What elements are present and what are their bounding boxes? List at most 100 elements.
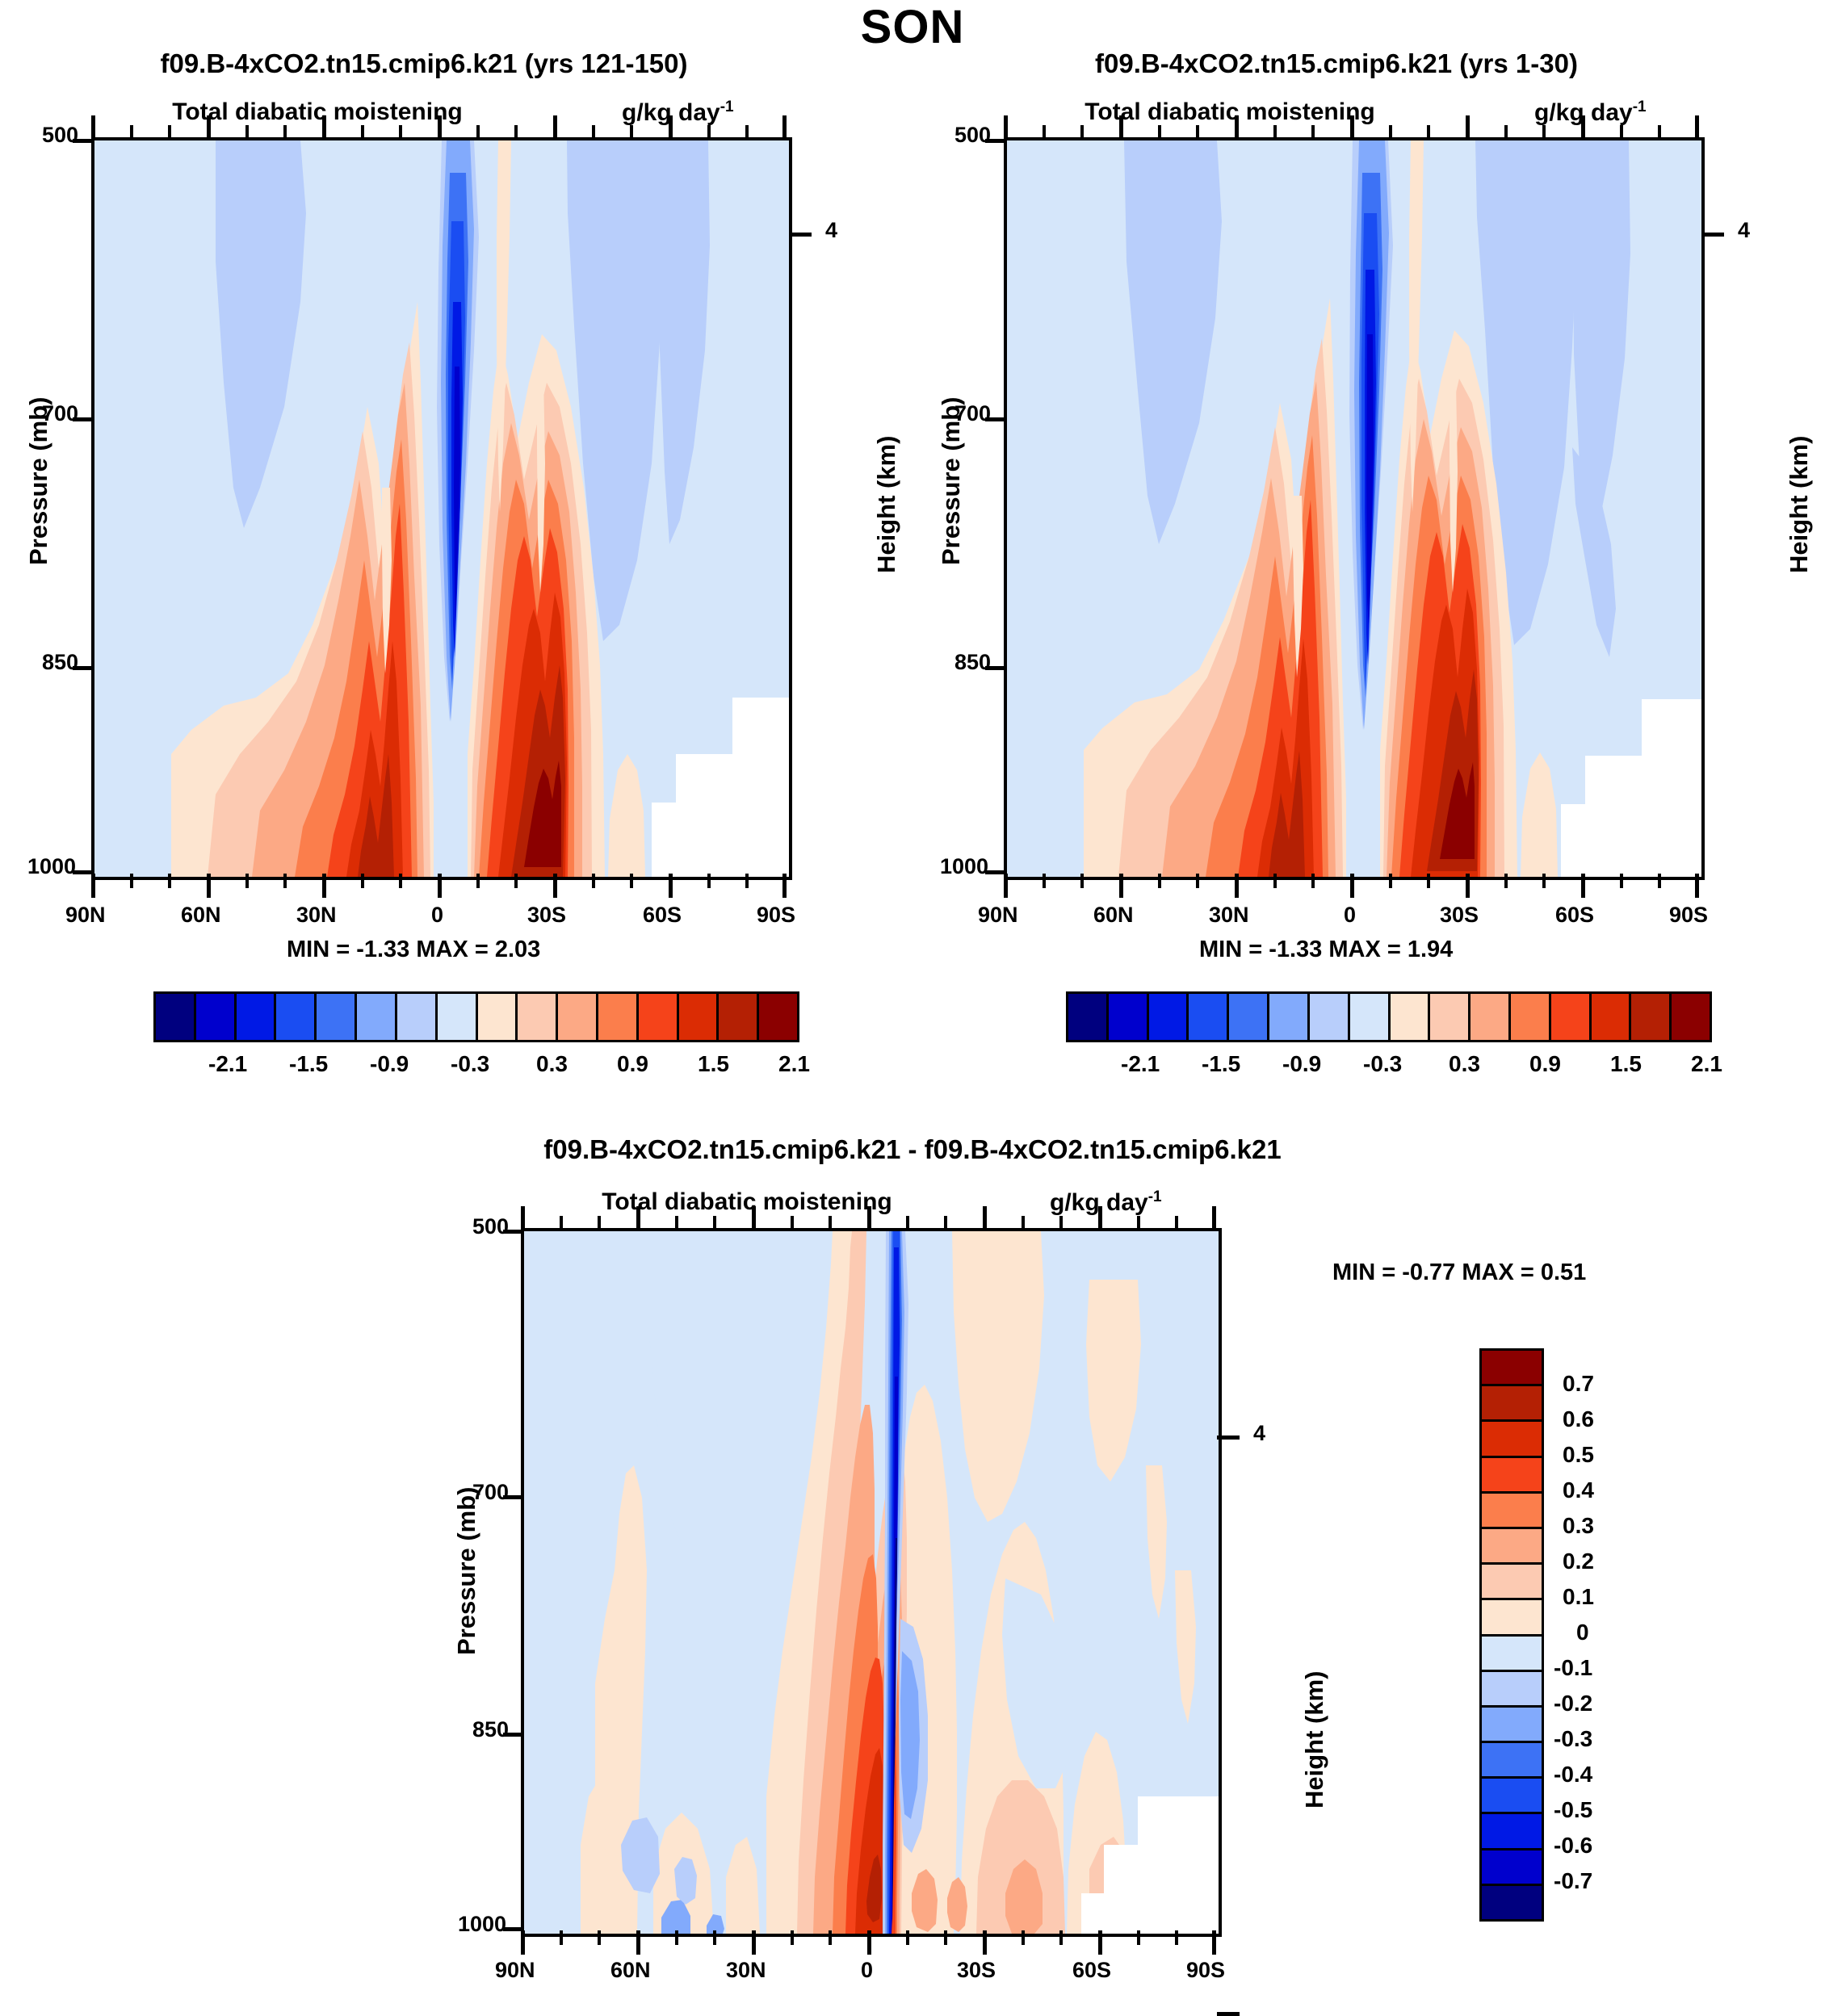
xtick-top-right-10 — [1350, 115, 1354, 137]
xtick-top-right-1 — [1004, 115, 1008, 137]
ytick-mark-500-bottom — [503, 1230, 526, 1234]
panel-top-right-ylabel-right: Height (km) — [1785, 435, 1813, 574]
vcbar-swatch-6 — [1482, 1565, 1542, 1601]
cbar-swatch-0 — [1068, 994, 1109, 1040]
xtick-top-right-12 — [1427, 125, 1430, 137]
xtick-mark-30S-left — [553, 874, 557, 898]
ytick-mark-700 — [73, 417, 97, 421]
cbar-label-top-right-1: -1.5 — [1202, 1051, 1241, 1076]
xtick-top-bottom-8 — [791, 1216, 794, 1228]
xtick-top-right-16 — [1581, 115, 1585, 137]
xtick-mark-60N-right — [1119, 874, 1123, 898]
cbar-swatch-13 — [678, 994, 720, 1040]
xtick-top-right-5 — [1158, 125, 1161, 137]
xtick-minor-left-6 — [399, 874, 402, 888]
cbar-swatch-10 — [1470, 994, 1511, 1040]
xtick-90S-right: 90S — [1669, 903, 1709, 927]
xtick-top-bottom-10 — [867, 1206, 871, 1228]
xtick-mark-0-left — [438, 874, 442, 898]
vcbar-label-3: 0.4 — [1563, 1477, 1594, 1503]
colorbar-top-left[interactable] — [153, 991, 799, 1042]
panel-top-right-plot[interactable] — [1004, 137, 1705, 880]
xtick-minor-left-12 — [745, 874, 749, 888]
cbar-label-top-left-3: -0.3 — [451, 1051, 490, 1076]
xtick-top-left-14 — [592, 125, 595, 137]
xtick-90S-left: 90S — [757, 903, 796, 927]
ytick-mark-850-bottom — [503, 1733, 526, 1737]
xtick-top-bottom-19 — [1212, 1206, 1216, 1228]
ytick-850-right: 850 — [954, 650, 992, 674]
cbar-swatch-12 — [1550, 994, 1592, 1040]
xtick-top-bottom-15 — [1059, 1216, 1063, 1228]
xtick-minor-bottom-4 — [713, 1930, 716, 1945]
colorbar-top-right[interactable] — [1066, 991, 1712, 1042]
vcbar-swatch-2 — [1482, 1422, 1542, 1458]
xtick-mark-30S-right — [1466, 874, 1470, 898]
cbar-swatch-6 — [1309, 994, 1350, 1040]
vcbar-swatch-9 — [1482, 1671, 1542, 1708]
xtick-top-left-6 — [283, 125, 287, 137]
xtick-minor-right-5 — [1273, 874, 1277, 888]
panel-bottom-plot[interactable] — [521, 1228, 1222, 1937]
panel-top-left-plot[interactable] — [91, 137, 792, 880]
xtick-minor-right-12 — [1658, 874, 1661, 888]
panel-top-left-units: g/kg day-1 — [622, 98, 734, 127]
vcbar-label-0: 0.7 — [1563, 1371, 1594, 1396]
vcbar-swatch-11 — [1482, 1743, 1542, 1779]
ytick-mark-1000-right — [985, 870, 1009, 874]
xtick-top-bottom-7 — [752, 1206, 756, 1228]
xtick-top-left-2 — [130, 125, 133, 137]
vcbar-swatch-10 — [1482, 1707, 1542, 1744]
height-tick-4-bottom-label: 4 — [1253, 1421, 1266, 1445]
xtick-top-bottom-12 — [944, 1216, 947, 1228]
xtick-top-right-6 — [1196, 125, 1199, 137]
xtick-top-right-14 — [1504, 125, 1508, 137]
xtick-60N-bottom: 60N — [610, 1958, 651, 1982]
xtick-minor-left-8 — [514, 874, 518, 888]
panel-top-left-title: f09.B-4xCO2.tn15.cmip6.k21 (yrs 121-150) — [160, 48, 688, 78]
cbar-swatch-4 — [1229, 994, 1270, 1040]
xtick-mark-0-right — [1350, 874, 1354, 898]
vcbar-label-9: -0.2 — [1554, 1691, 1593, 1716]
xtick-minor-bottom-7 — [906, 1930, 909, 1945]
xtick-0-right: 0 — [1344, 903, 1357, 927]
xtick-0-left: 0 — [431, 903, 444, 927]
cbar-label-top-left-6: 1.5 — [698, 1051, 729, 1076]
xtick-mark-30N-right — [1235, 874, 1239, 898]
cbar-swatch-4 — [317, 994, 358, 1040]
ytick-700-bottom: 700 — [472, 1480, 510, 1504]
cbar-swatch-1 — [1108, 994, 1149, 1040]
xtick-top-bottom-16 — [1098, 1206, 1102, 1228]
vcbar-swatch-5 — [1482, 1528, 1542, 1565]
xtick-top-right-4 — [1119, 115, 1123, 137]
xtick-top-right-3 — [1080, 125, 1084, 137]
xtick-minor-bottom-9 — [1022, 1930, 1025, 1945]
xtick-top-right-13 — [1466, 115, 1470, 137]
cbar-label-top-left-1: -1.5 — [289, 1051, 329, 1076]
xtick-mark-30N-bottom — [752, 1930, 756, 1955]
cbar-label-top-right-3: -0.3 — [1363, 1051, 1403, 1076]
vcbar-label-4: 0.3 — [1563, 1513, 1594, 1538]
vcbar-swatch-13 — [1482, 1814, 1542, 1850]
xtick-top-bottom-2 — [560, 1216, 563, 1228]
panel-top-left: f09.B-4xCO2.tn15.cmip6.k21 (yrs 121-150)… — [0, 0, 912, 1098]
panel-bottom-difference: f09.B-4xCO2.tn15.cmip6.k21 - f09.B-4xCO2… — [0, 1098, 1825, 2016]
cbar-swatch-6 — [396, 994, 438, 1040]
xtick-90N-left: 90N — [65, 903, 106, 927]
panel-top-left-minmax: MIN = -1.33 MAX = 2.03 — [287, 937, 541, 962]
height-tick-4-right: 4 — [1738, 218, 1751, 242]
xtick-top-right-15 — [1542, 125, 1546, 137]
vcbar-swatch-8 — [1482, 1636, 1542, 1672]
xtick-minor-left-4 — [283, 874, 287, 888]
ytick-850: 850 — [42, 650, 79, 674]
vcbar-label-1: 0.6 — [1563, 1406, 1594, 1431]
colorbar-bottom[interactable] — [1479, 1348, 1544, 1922]
cbar-swatch-12 — [638, 994, 679, 1040]
panel-bottom-ylabel-right: Height (km) — [1300, 1670, 1328, 1809]
cbar-swatch-13 — [1591, 994, 1632, 1040]
height-tick-mark-4-left — [787, 233, 812, 237]
cbar-swatch-7 — [437, 994, 478, 1040]
height-tick-4-left: 4 — [825, 218, 838, 242]
xtick-top-bottom-11 — [906, 1216, 909, 1228]
panel-top-right: f09.B-4xCO2.tn15.cmip6.k21 (yrs 1-30) To… — [912, 0, 1825, 1098]
